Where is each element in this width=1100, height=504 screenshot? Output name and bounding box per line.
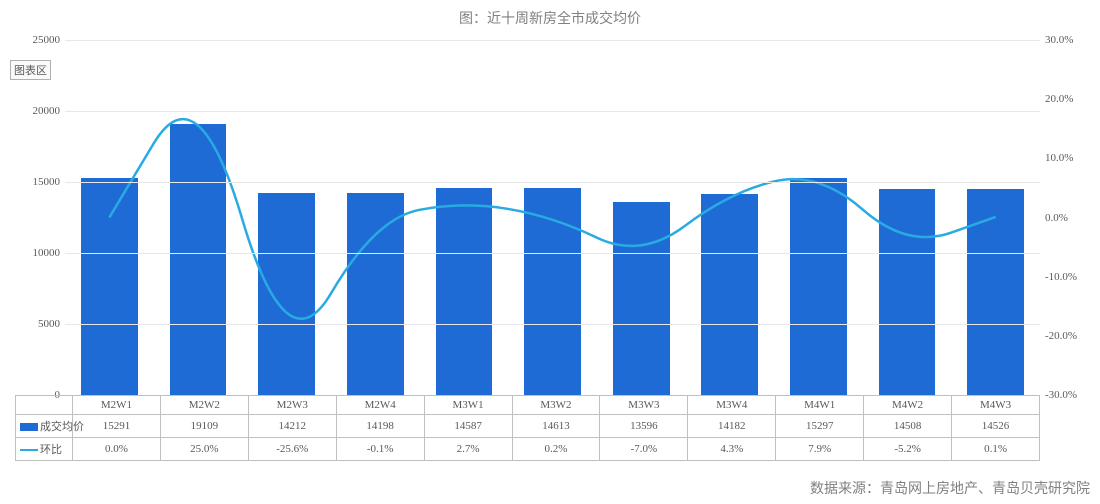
category-cell: M4W1: [776, 396, 864, 415]
line-value-cell: 2.7%: [424, 438, 512, 461]
line-value-cell: -5.2%: [864, 438, 952, 461]
y-left-tick-label: 20000: [10, 105, 60, 117]
table-hdr-line: 环比: [16, 438, 73, 461]
category-cell: M4W3: [952, 396, 1040, 415]
line-series: [65, 40, 1040, 395]
line-value-cell: 0.1%: [952, 438, 1040, 461]
line-value-cell: -25.6%: [248, 438, 336, 461]
bar-value-cell: 13596: [600, 415, 688, 438]
source-label: 数据来源：青岛网上房地产、青岛贝壳研究院: [810, 478, 1090, 498]
category-cell: M4W2: [864, 396, 952, 415]
line-swatch-icon: [20, 446, 38, 454]
category-cell: M2W4: [336, 396, 424, 415]
bar-value-cell: 15291: [73, 415, 161, 438]
category-cell: M2W3: [248, 396, 336, 415]
line-value-cell: 0.0%: [73, 438, 161, 461]
line-value-cell: -7.0%: [600, 438, 688, 461]
bar-value-cell: 14613: [512, 415, 600, 438]
bar-swatch-icon: [20, 423, 38, 431]
y-right-tick-label: 30.0%: [1045, 34, 1095, 46]
y-left-tick-label: 15000: [10, 176, 60, 188]
category-cell: M2W1: [73, 396, 161, 415]
line-value-cell: -0.1%: [336, 438, 424, 461]
grid-line: [65, 324, 1040, 325]
table-row-bar: 成交均价 15291191091421214198145871461313596…: [16, 415, 1040, 438]
y-right-tick-label: 0.0%: [1045, 212, 1095, 224]
y-left-tick-label: 10000: [10, 247, 60, 259]
chart-container: 图：近十周新房全市成交均价 图表区 0500010000150002000025…: [0, 0, 1100, 504]
bar-value-cell: 14526: [952, 415, 1040, 438]
category-cell: M3W2: [512, 396, 600, 415]
grid-line: [65, 253, 1040, 254]
grid-line: [65, 40, 1040, 41]
line-value-cell: 7.9%: [776, 438, 864, 461]
table-hdr-blank: [16, 396, 73, 415]
table-row-categories: M2W1M2W2M2W3M2W4M3W1M3W2M3W3M3W4M4W1M4W2…: [16, 396, 1040, 415]
y-left-tick-label: 25000: [10, 34, 60, 46]
line-value-cell: 0.2%: [512, 438, 600, 461]
chart-area-button[interactable]: 图表区: [10, 60, 51, 80]
category-cell: M3W3: [600, 396, 688, 415]
y-right-tick-label: 10.0%: [1045, 152, 1095, 164]
grid-line: [65, 111, 1040, 112]
line-series-name: 环比: [40, 444, 62, 456]
bar-value-cell: 14182: [688, 415, 776, 438]
y-left-tick-label: 5000: [10, 318, 60, 330]
bar-series-name: 成交均价: [40, 421, 84, 433]
bar-value-cell: 14508: [864, 415, 952, 438]
y-right-tick-label: -20.0%: [1045, 330, 1095, 342]
table-hdr-bar: 成交均价: [16, 415, 73, 438]
y-right-tick-label: 20.0%: [1045, 93, 1095, 105]
bar-value-cell: 15297: [776, 415, 864, 438]
chart-title: 图：近十周新房全市成交均价: [0, 0, 1100, 32]
data-table: M2W1M2W2M2W3M2W4M3W1M3W2M3W3M3W4M4W1M4W2…: [15, 395, 1040, 461]
bar-value-cell: 14198: [336, 415, 424, 438]
grid-line: [65, 182, 1040, 183]
line-value-cell: 4.3%: [688, 438, 776, 461]
bar-value-cell: 14212: [248, 415, 336, 438]
bar-value-cell: 19109: [160, 415, 248, 438]
y-right-tick-label: -30.0%: [1045, 389, 1095, 401]
category-cell: M2W2: [160, 396, 248, 415]
category-cell: M3W1: [424, 396, 512, 415]
y-right-tick-label: -10.0%: [1045, 271, 1095, 283]
plot-area: 0500010000150002000025000-30.0%-20.0%-10…: [65, 40, 1040, 396]
bar-value-cell: 14587: [424, 415, 512, 438]
table-row-line: 环比 0.0%25.0%-25.6%-0.1%2.7%0.2%-7.0%4.3%…: [16, 438, 1040, 461]
line-value-cell: 25.0%: [160, 438, 248, 461]
category-cell: M3W4: [688, 396, 776, 415]
